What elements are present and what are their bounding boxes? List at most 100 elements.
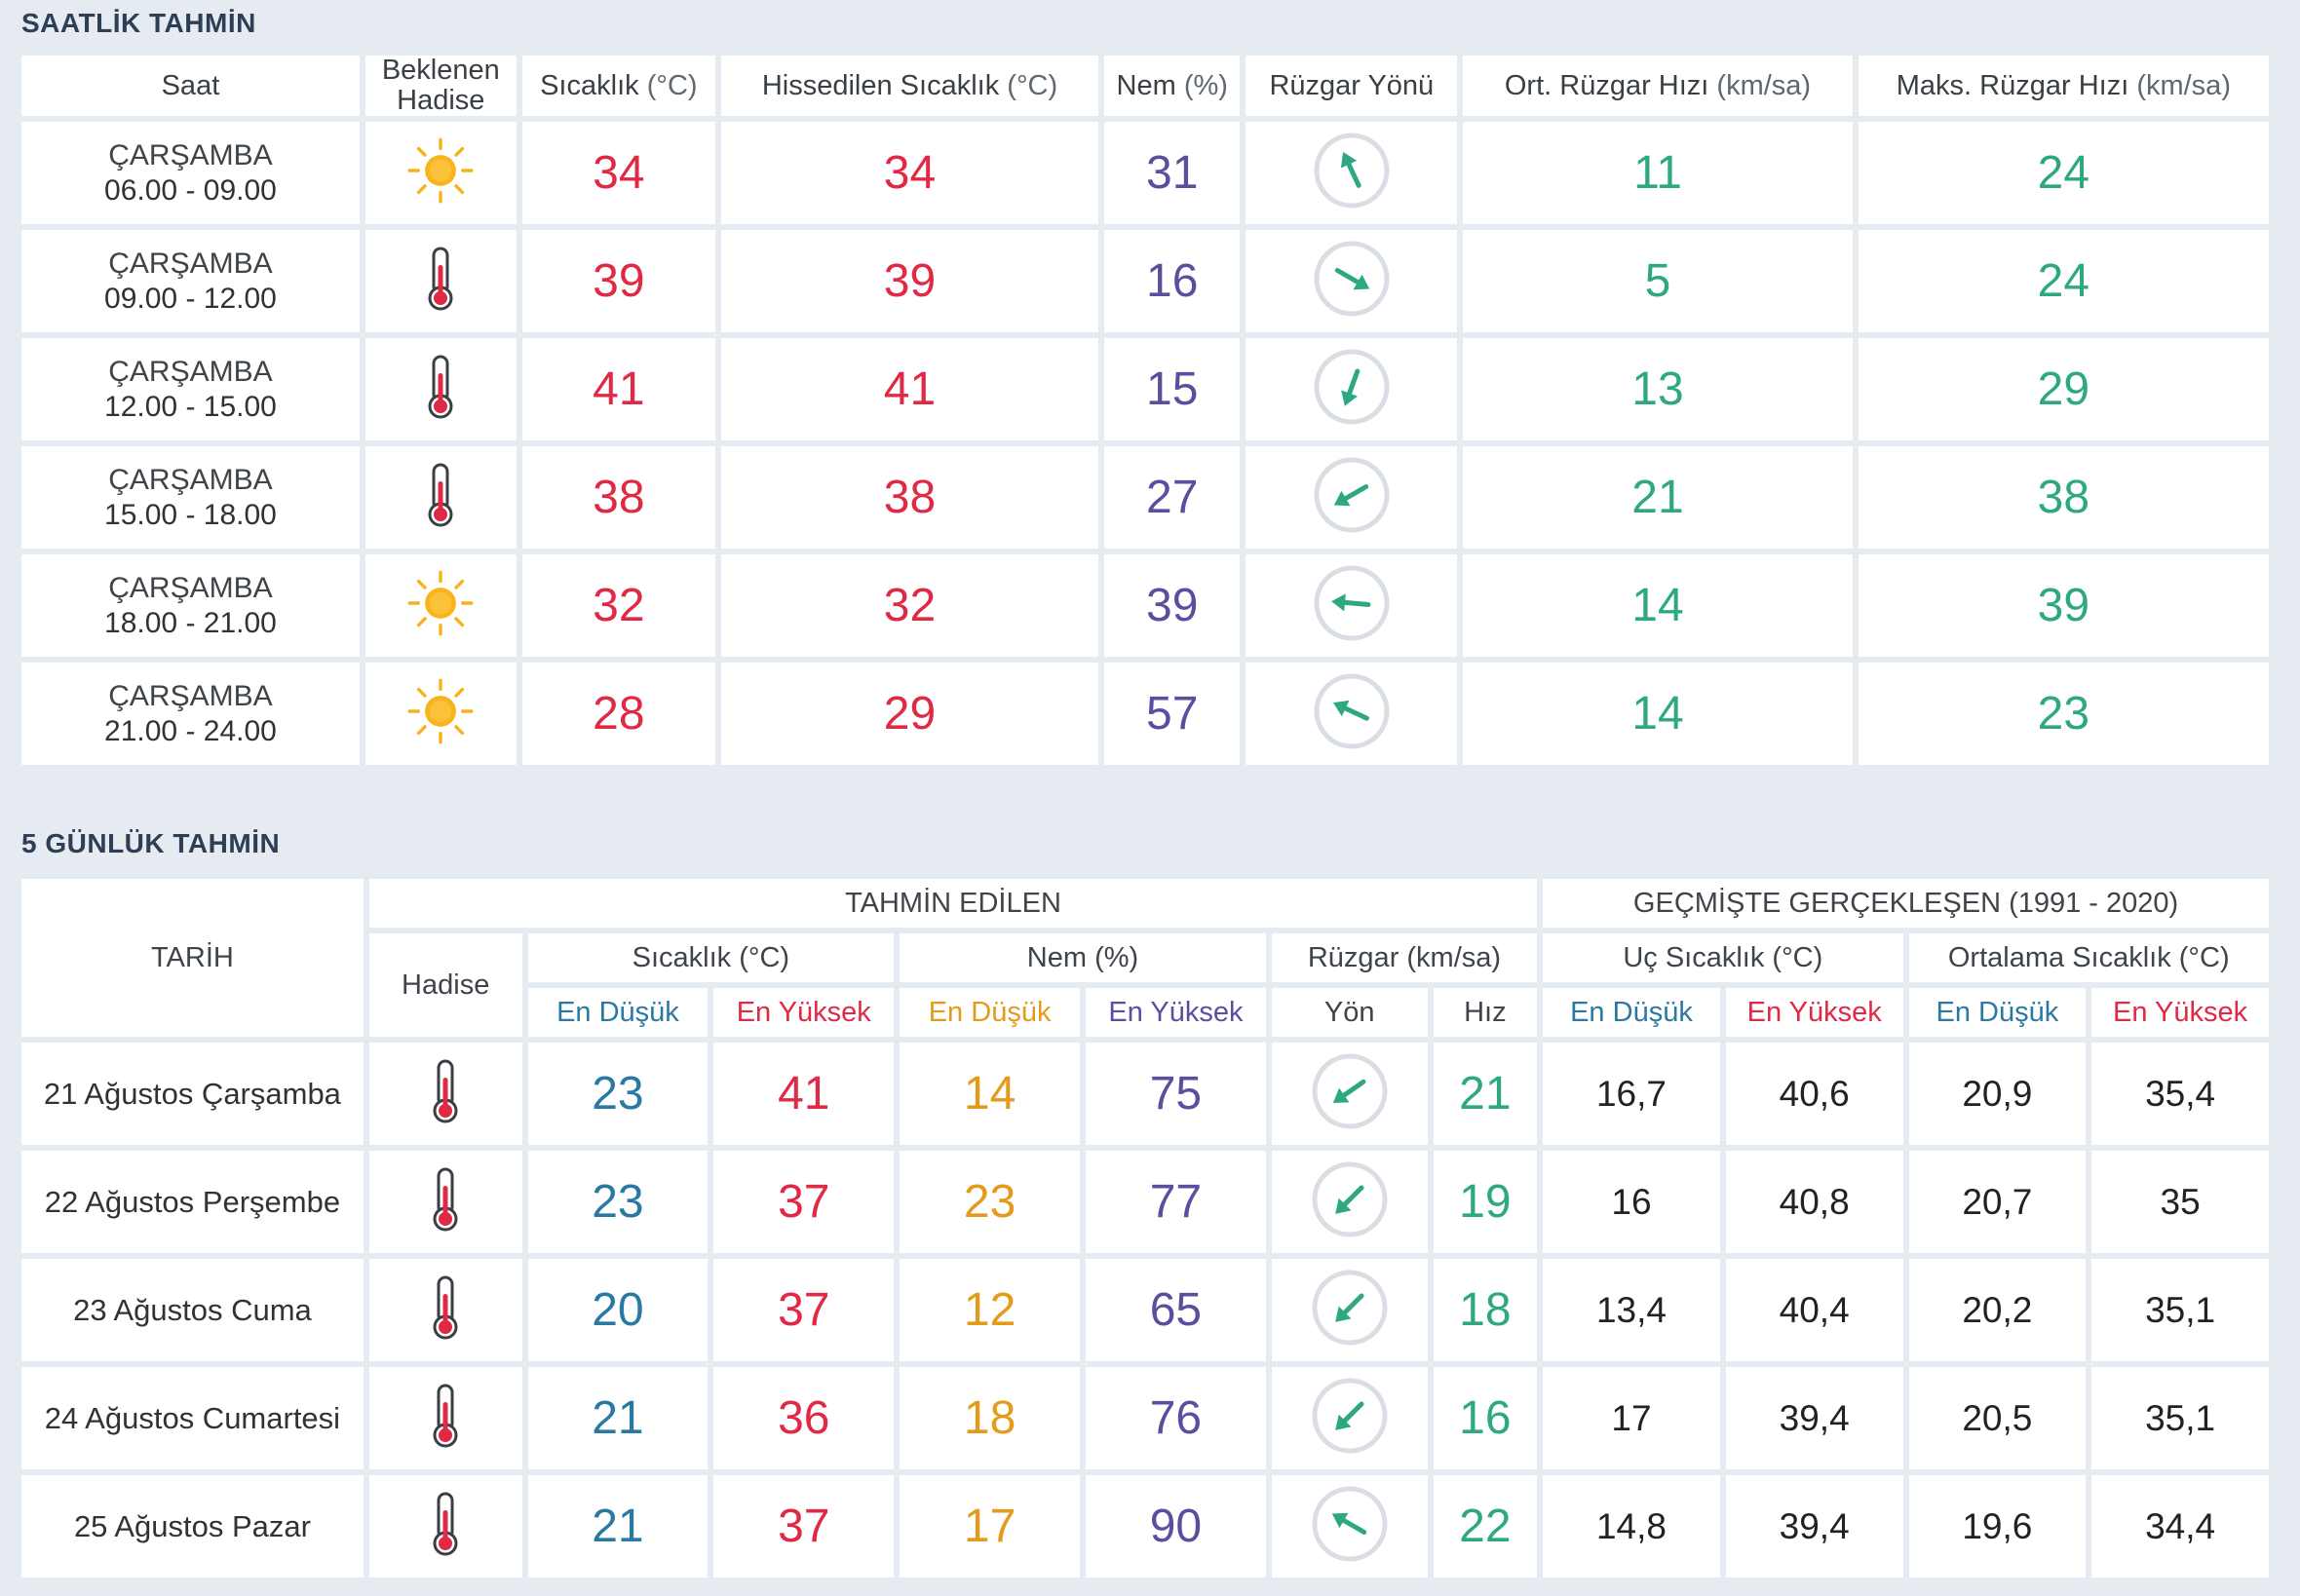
table-row: 24 Ağustos Cumartesi 21 36 18 76 16 17 39,4 20… xyxy=(21,1367,2269,1469)
wind-direction-cell xyxy=(1271,1475,1428,1577)
header-ort-en-dusuk: En Düşük xyxy=(1908,988,2087,1037)
weather-cell xyxy=(364,446,517,549)
humidity-min-value: 12 xyxy=(900,1259,1080,1361)
header-yon: Yön xyxy=(1271,988,1428,1037)
header-sicaklik: Sıcaklık (°C) xyxy=(521,56,715,116)
header-maks-ruzgar: Maks. Rüzgar Hızı (km/sa) xyxy=(1858,56,2269,116)
header-nem-label: Nem xyxy=(1116,69,1176,101)
header-hadise: Hadise xyxy=(368,933,522,1037)
wind-direction-icon xyxy=(1310,1484,1390,1569)
temp-min-value: 21 xyxy=(527,1475,709,1577)
feels-like-value: 32 xyxy=(720,554,1099,657)
table-row: 21 Ağustos Çarşamba 23 41 14 75 21 16,7 40,6 2… xyxy=(21,1043,2269,1145)
weather-cell xyxy=(364,230,517,332)
humidity-value: 57 xyxy=(1104,663,1241,765)
sun-icon xyxy=(407,570,474,641)
header-ruzgar: Rüzgar (km/sa) xyxy=(1271,933,1538,982)
wind-direction-icon xyxy=(1312,455,1392,540)
wind-direction-cell xyxy=(1246,230,1458,332)
humidity-max-value: 65 xyxy=(1086,1259,1266,1361)
time-cell: ÇARŞAMBA 09.00 - 12.00 xyxy=(21,230,360,332)
header-tahmin-edilen: TAHMİN EDİLEN xyxy=(368,879,1538,928)
header-hissedilen: Hissedilen Sıcaklık (°C) xyxy=(720,56,1099,116)
wind-direction-icon xyxy=(1310,1051,1390,1136)
table-row: ÇARŞAMBA 12.00 - 15.00 41 41 15 13 29 xyxy=(21,338,2269,440)
day-label: ÇARŞAMBA xyxy=(108,247,273,280)
table-row: ÇARŞAMBA 15.00 - 18.00 38 38 27 21 38 xyxy=(21,446,2269,549)
wind-speed-value: 21 xyxy=(1433,1043,1538,1145)
table-row: ÇARŞAMBA 06.00 - 09.00 34 34 31 11 24 xyxy=(21,122,2269,224)
weather-cell xyxy=(368,1259,522,1361)
time-range: 18.00 - 21.00 xyxy=(104,606,277,639)
temp-max-value: 41 xyxy=(713,1043,895,1145)
thermometer-icon xyxy=(426,1491,465,1562)
header-uc-en-yuksek: En Yüksek xyxy=(1725,988,1903,1037)
header-gecmiste-gerceklesen: GEÇMİŞTE GERÇEKLEŞEN (1991 - 2020) xyxy=(1543,879,2269,928)
humidity-min-value: 23 xyxy=(900,1151,1080,1253)
humidity-value: 39 xyxy=(1104,554,1241,657)
feels-like-value: 29 xyxy=(720,663,1099,765)
extreme-max-value: 40,4 xyxy=(1725,1259,1903,1361)
temp-min-value: 23 xyxy=(527,1151,709,1253)
humidity-min-value: 14 xyxy=(900,1043,1080,1145)
header-uc-sicaklik: Uç Sıcaklık (°C) xyxy=(1543,933,1903,982)
thermometer-icon xyxy=(421,354,460,425)
weather-cell xyxy=(364,663,517,765)
date-label: 25 Ağustos Pazar xyxy=(21,1475,364,1577)
temperature-value: 34 xyxy=(521,122,715,224)
humidity-value: 31 xyxy=(1104,122,1241,224)
extreme-max-value: 40,8 xyxy=(1725,1151,1903,1253)
thermometer-icon xyxy=(421,462,460,533)
sun-icon xyxy=(407,678,474,749)
max-wind-value: 24 xyxy=(1858,230,2269,332)
extreme-min-value: 16,7 xyxy=(1543,1043,1720,1145)
time-cell: ÇARŞAMBA 06.00 - 09.00 xyxy=(21,122,360,224)
time-range: 21.00 - 24.00 xyxy=(104,714,277,747)
time-cell: ÇARŞAMBA 21.00 - 24.00 xyxy=(21,663,360,765)
weather-cell xyxy=(364,122,517,224)
date-label: 24 Ağustos Cumartesi xyxy=(21,1367,364,1469)
header-hiz: Hız xyxy=(1433,988,1538,1037)
table-row: ÇARŞAMBA 18.00 - 21.00 32 32 39 14 39 xyxy=(21,554,2269,657)
header-ortalama-sicaklik: Ortalama Sıcaklık (°C) xyxy=(1908,933,2269,982)
wind-direction-icon xyxy=(1310,1376,1390,1461)
wind-direction-cell xyxy=(1246,554,1458,657)
temp-max-value: 37 xyxy=(713,1475,895,1577)
wind-direction-icon xyxy=(1312,563,1392,648)
header-nem-unit: (%) xyxy=(1183,69,1228,101)
average-max-value: 34,4 xyxy=(2091,1475,2269,1577)
max-wind-value: 24 xyxy=(1858,122,2269,224)
temp-min-value: 21 xyxy=(527,1367,709,1469)
humidity-value: 27 xyxy=(1104,446,1241,549)
thermometer-icon xyxy=(426,1058,465,1129)
extreme-max-value: 39,4 xyxy=(1725,1475,1903,1577)
temperature-value: 39 xyxy=(521,230,715,332)
header-nem-en-dusuk: En Düşük xyxy=(900,988,1080,1037)
header-tarih: TARİH xyxy=(21,879,364,1037)
max-wind-value: 38 xyxy=(1858,446,2269,549)
header-nem: Nem (%) xyxy=(1104,56,1241,116)
humidity-max-value: 76 xyxy=(1086,1367,1266,1469)
day-label: ÇARŞAMBA xyxy=(108,679,273,712)
weather-cell xyxy=(368,1043,522,1145)
time-cell: ÇARŞAMBA 18.00 - 21.00 xyxy=(21,554,360,657)
day-label: ÇARŞAMBA xyxy=(108,138,273,171)
humidity-value: 16 xyxy=(1104,230,1241,332)
time-range: 09.00 - 12.00 xyxy=(104,282,277,315)
wind-direction-cell xyxy=(1271,1259,1428,1361)
max-wind-value: 29 xyxy=(1858,338,2269,440)
time-cell: ÇARŞAMBA 12.00 - 15.00 xyxy=(21,338,360,440)
temp-max-value: 37 xyxy=(713,1259,895,1361)
humidity-value: 15 xyxy=(1104,338,1241,440)
time-range: 06.00 - 09.00 xyxy=(104,173,277,207)
average-max-value: 35,1 xyxy=(2091,1259,2269,1361)
header-uc-en-dusuk: En Düşük xyxy=(1543,988,1720,1037)
header-temp-en-yuksek: En Yüksek xyxy=(713,988,895,1037)
wind-direction-cell xyxy=(1246,122,1458,224)
weather-cell xyxy=(368,1475,522,1577)
wind-speed-value: 22 xyxy=(1433,1475,1538,1577)
wind-direction-icon xyxy=(1312,347,1392,432)
wind-speed-value: 16 xyxy=(1433,1367,1538,1469)
header-saat: Saat xyxy=(21,56,360,116)
